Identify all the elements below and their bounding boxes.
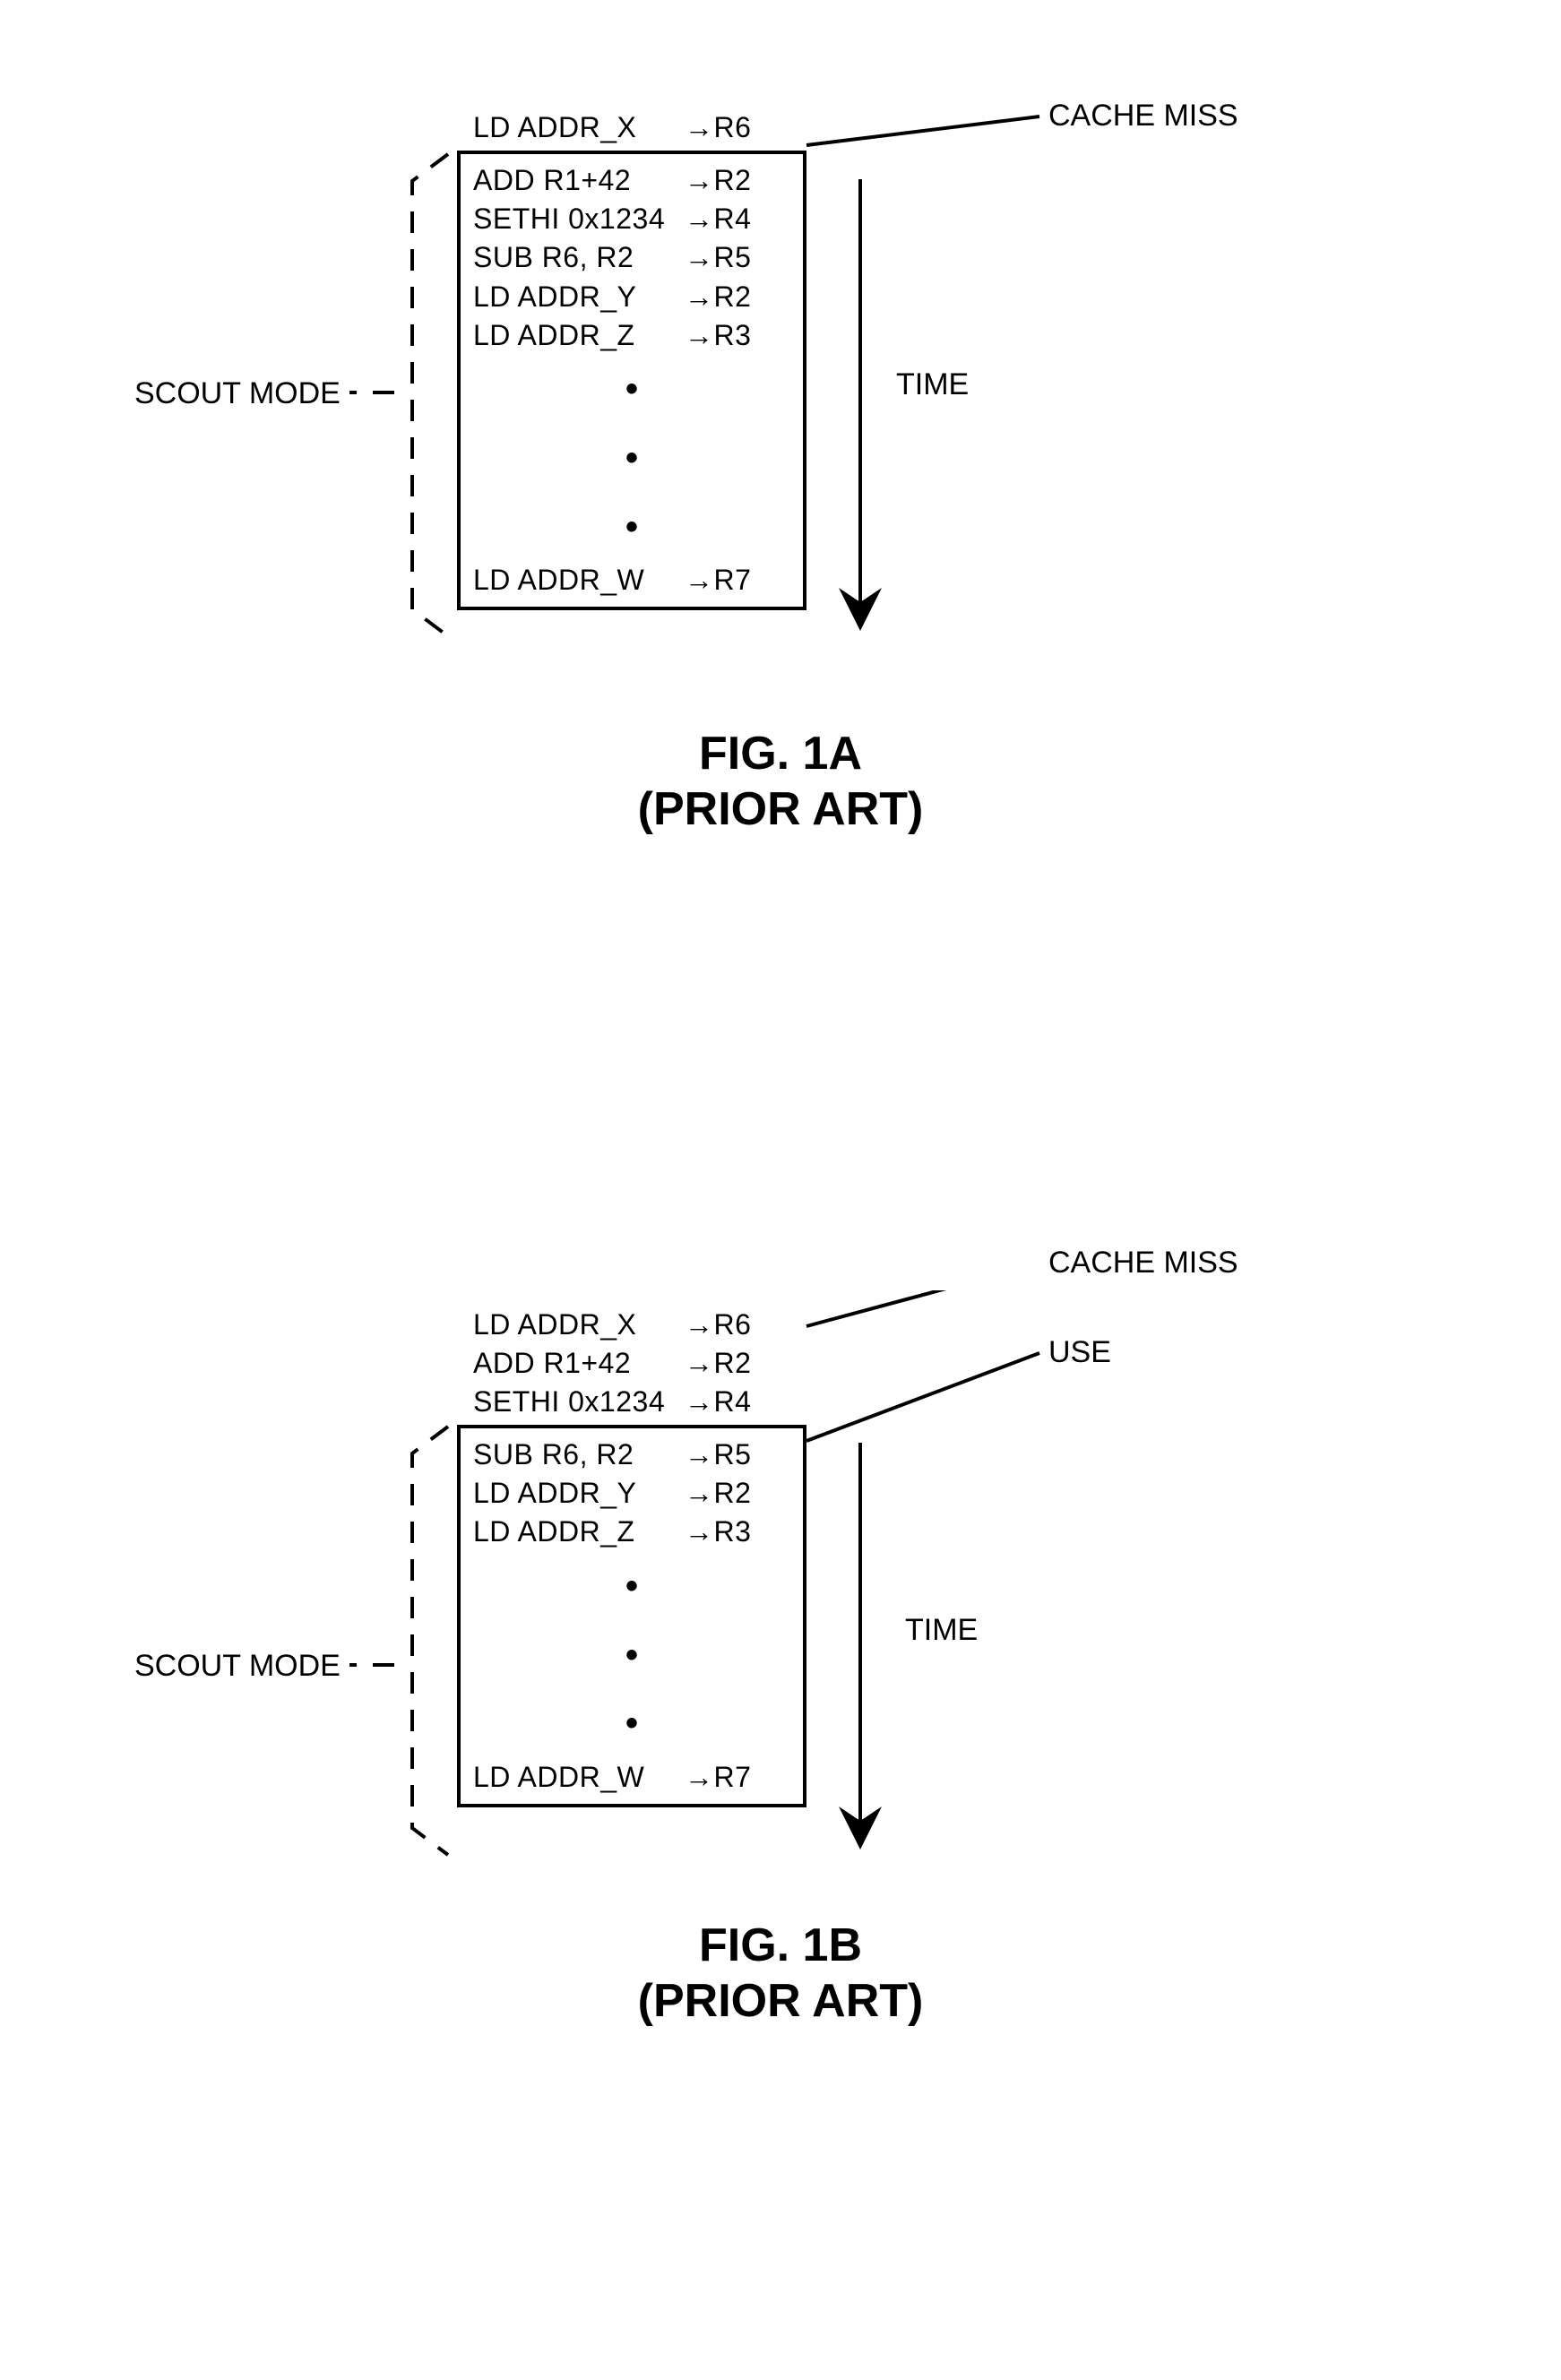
- instruction-op: LD ADDR_Y: [473, 278, 685, 316]
- use-label-b: USE: [1048, 1335, 1111, 1370]
- instruction-op: SUB R6, R2: [473, 1436, 685, 1474]
- arrow-icon: →: [685, 161, 714, 200]
- arrow-icon: →: [685, 1344, 714, 1383]
- figure-a: CACHE MISS SCOUT MODE TIME LD ADDR_X→ R6…: [0, 99, 1561, 1084]
- instruction-line: LD ADDR_Z→ R3: [473, 316, 790, 355]
- instruction-line: ADD R1+42→ R2: [473, 161, 790, 200]
- instruction-line: LD ADDR_W→ R7: [473, 561, 790, 599]
- arrow-icon: →: [685, 108, 714, 147]
- caption-line: FIG. 1A: [0, 726, 1561, 781]
- instruction-op: LD ADDR_Z: [473, 316, 685, 355]
- arrow-icon: →: [685, 561, 714, 599]
- arrow-icon: →: [685, 1383, 714, 1421]
- instruction-dst: R4: [714, 200, 752, 238]
- instruction-line: LD ADDR_X→ R6: [473, 108, 794, 147]
- instruction-line: LD ADDR_Y→ R2: [473, 278, 790, 316]
- caption-line: FIG. 1B: [0, 1918, 1561, 1973]
- instruction-dst: R6: [714, 108, 752, 147]
- arrow-icon: →: [685, 1758, 714, 1797]
- instruction-dst: R2: [714, 1474, 752, 1513]
- arrow-icon: →: [685, 278, 714, 316]
- time-label-a: TIME: [896, 367, 969, 402]
- figure-b: CACHE MISS USE SCOUT MODE TIME LD ADDR_X…: [0, 1290, 1561, 2276]
- arrow-icon: →: [685, 1474, 714, 1513]
- instruction-line: SETHI 0x1234→ R4: [473, 200, 790, 238]
- instruction-line: SETHI 0x1234→ R4: [473, 1383, 794, 1421]
- time-label-b: TIME: [905, 1613, 978, 1648]
- instruction-op: ADD R1+42: [473, 1344, 685, 1383]
- instruction-line: SUB R6, R2→ R5: [473, 238, 790, 277]
- dot-icon: •: [625, 1561, 638, 1611]
- caption-line: (PRIOR ART): [0, 781, 1561, 837]
- arrow-icon: →: [685, 316, 714, 355]
- instruction-op: LD ADDR_Z: [473, 1513, 685, 1551]
- dot-icon: •: [625, 502, 638, 552]
- instruction-dst: R7: [714, 1758, 752, 1797]
- instruction-dst: R3: [714, 1513, 752, 1551]
- instruction-line: LD ADDR_W→ R7: [473, 1758, 790, 1797]
- arrow-icon: →: [685, 1436, 714, 1474]
- scout-mode-label-a: SCOUT MODE: [134, 376, 341, 411]
- cache-miss-label-b: CACHE MISS: [1048, 1246, 1238, 1281]
- ellipsis-dots: • • •: [473, 1552, 790, 1758]
- caption-line: (PRIOR ART): [0, 1973, 1561, 2029]
- pre-instructions-a: LD ADDR_X→ R6: [457, 108, 806, 151]
- instruction-line: LD ADDR_Y→ R2: [473, 1474, 790, 1513]
- instruction-op: LD ADDR_Y: [473, 1474, 685, 1513]
- pre-instructions-b: LD ADDR_X→ R6ADD R1+42→ R2SETHI 0x1234→ …: [457, 1306, 806, 1426]
- instruction-op: LD ADDR_X: [473, 1306, 685, 1344]
- instruction-line: ADD R1+42→ R2: [473, 1344, 794, 1383]
- figure-b-caption: FIG. 1B (PRIOR ART): [0, 1918, 1561, 2030]
- dot-icon: •: [625, 433, 638, 483]
- cache-miss-label-a: CACHE MISS: [1048, 99, 1238, 134]
- instruction-dst: R2: [714, 278, 752, 316]
- instruction-dst: R4: [714, 1383, 752, 1421]
- instruction-op: ADD R1+42: [473, 161, 685, 200]
- instruction-dst: R5: [714, 1436, 752, 1474]
- instruction-op: LD ADDR_X: [473, 108, 685, 147]
- instruction-box-b: SUB R6, R2→ R5LD ADDR_Y→ R2LD ADDR_Z→ R3…: [457, 1425, 806, 1807]
- ellipsis-dots: • • •: [473, 355, 790, 561]
- instruction-dst: R2: [714, 1344, 752, 1383]
- figure-a-caption: FIG. 1A (PRIOR ART): [0, 726, 1561, 838]
- instruction-op: SETHI 0x1234: [473, 1383, 685, 1421]
- instruction-line: LD ADDR_X→ R6: [473, 1306, 794, 1344]
- arrow-icon: →: [685, 1513, 714, 1551]
- instruction-dst: R7: [714, 561, 752, 599]
- instruction-op: SETHI 0x1234: [473, 200, 685, 238]
- instruction-dst: R5: [714, 238, 752, 277]
- instruction-line: LD ADDR_Z→ R3: [473, 1513, 790, 1551]
- instruction-line: SUB R6, R2→ R5: [473, 1436, 790, 1474]
- instruction-op: SUB R6, R2: [473, 238, 685, 277]
- arrow-icon: →: [685, 1306, 714, 1344]
- instruction-box-a: ADD R1+42→ R2SETHI 0x1234→ R4SUB R6, R2→…: [457, 151, 806, 610]
- arrow-icon: →: [685, 200, 714, 238]
- dot-icon: •: [625, 364, 638, 414]
- instruction-dst: R6: [714, 1306, 752, 1344]
- dot-icon: •: [625, 1630, 638, 1680]
- instruction-dst: R2: [714, 161, 752, 200]
- instruction-op: LD ADDR_W: [473, 561, 685, 599]
- scout-mode-label-b: SCOUT MODE: [134, 1649, 341, 1684]
- dot-icon: •: [625, 1698, 638, 1748]
- arrow-icon: →: [685, 238, 714, 277]
- instruction-op: LD ADDR_W: [473, 1758, 685, 1797]
- instruction-dst: R3: [714, 316, 752, 355]
